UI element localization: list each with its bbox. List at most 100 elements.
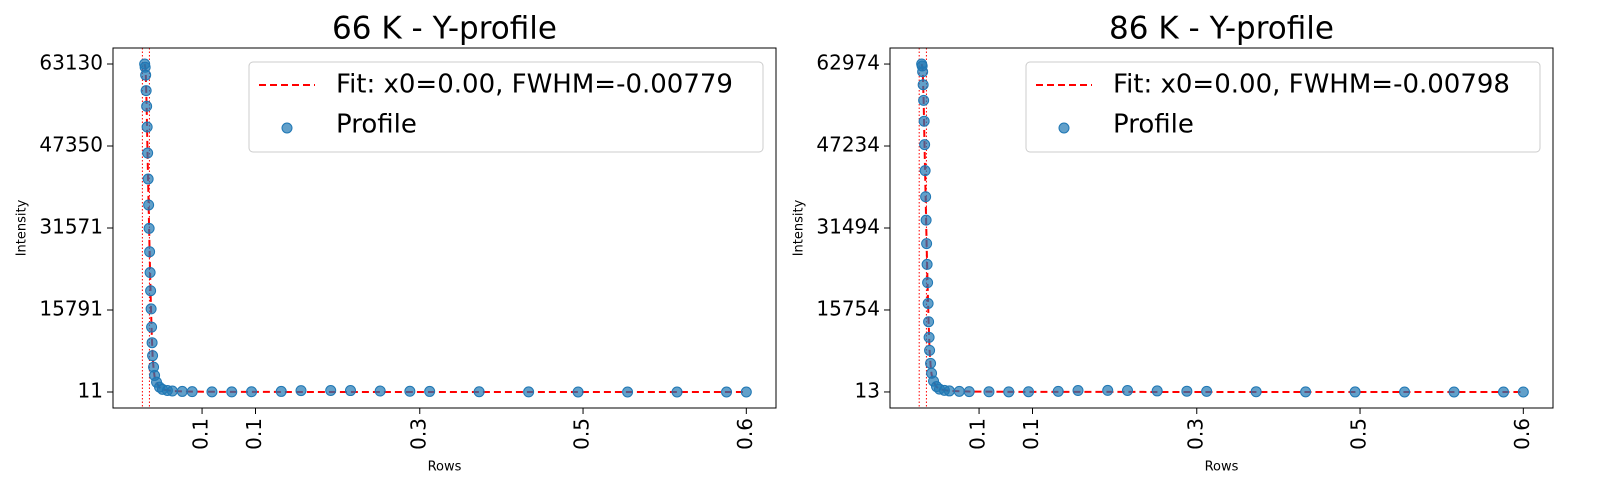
profile-point [140, 85, 152, 97]
profile-point [1072, 385, 1084, 397]
profile-point [1181, 385, 1193, 397]
y-tick-label: 31494 [816, 214, 880, 238]
x-tick-label: 0.1 [189, 418, 213, 450]
profile-point [404, 385, 416, 397]
x-tick-label: 0.6 [733, 418, 757, 450]
profile-point [1349, 386, 1361, 398]
legend-box [248, 61, 764, 153]
profile-point [206, 386, 218, 398]
profile-point [920, 214, 932, 226]
profile-point [142, 173, 154, 185]
chart-title: 86 K - Y-profile [1109, 11, 1334, 47]
profile-point [424, 385, 436, 397]
profile-point [143, 222, 155, 234]
profile-point [145, 285, 157, 297]
profile-point [141, 100, 153, 112]
profile-point [166, 385, 178, 397]
axes-frame [112, 47, 777, 409]
profile-point [983, 386, 995, 398]
y-tick-label: 63130 [39, 51, 103, 75]
x-tick-label: 0.6 [1510, 418, 1534, 450]
profile-point [922, 277, 934, 289]
profile-point [919, 165, 931, 177]
legend-marker [281, 122, 293, 134]
profile-point [325, 384, 337, 396]
profile-point [144, 246, 156, 258]
profile-point [920, 191, 932, 203]
profile-point [374, 385, 386, 397]
x-axis-label: Rows [428, 460, 462, 475]
profile-point [295, 385, 307, 397]
y-tick-label: 47350 [39, 133, 103, 157]
profile-point [740, 386, 752, 398]
profile-point [1121, 384, 1133, 396]
x-tick-label: 0.1 [1019, 418, 1043, 450]
y-tick-label: 13 [855, 378, 880, 402]
profile-point [145, 303, 157, 315]
profile-point [1052, 385, 1064, 397]
legend-box [1025, 61, 1541, 153]
profile-point [917, 66, 929, 78]
profile-point [721, 386, 733, 398]
profile-point [1448, 386, 1460, 398]
profile-point [186, 386, 198, 398]
profile-point [246, 386, 258, 398]
x-tick-label: 0.5 [1347, 418, 1371, 450]
profile-point [523, 386, 535, 398]
profile-point [953, 385, 965, 397]
profile-point [923, 316, 935, 328]
profile-point [142, 147, 154, 159]
legend-marker [1058, 122, 1070, 134]
plot-area [916, 48, 1529, 408]
y-tick-label: 31571 [39, 214, 103, 238]
profile-point [922, 297, 934, 309]
profile-point [176, 385, 188, 397]
x-tick-label: 0.1 [242, 418, 266, 450]
profile-point [1399, 386, 1411, 398]
profile-point [144, 267, 156, 279]
profile-point [1023, 386, 1035, 398]
legend-label: Profile [336, 110, 417, 140]
axes-frame [889, 47, 1554, 409]
profile-point [226, 386, 238, 398]
profile-point [918, 94, 930, 106]
legend: Fit: x0=0.00, FWHM=-0.00798 Profile [1025, 61, 1541, 153]
profile-point [923, 331, 935, 343]
profile-point [924, 344, 936, 356]
profile-point [1300, 386, 1312, 398]
y-axis-label: Intensity [792, 199, 807, 256]
x-tick-label: 0.3 [406, 418, 430, 450]
profile-point [140, 69, 152, 81]
profile-point [921, 238, 933, 250]
subplot: 86 K - Y-profile Rows Intensity 13 15754 3149… [792, 11, 1554, 475]
profile-point [671, 386, 683, 398]
legend-label: Fit: x0=0.00, FWHM=-0.00798 [1113, 70, 1510, 100]
y-tick-label: 47234 [816, 133, 880, 157]
profile-point [275, 385, 287, 397]
y-tick-label: 62974 [816, 51, 880, 75]
legend-label: Profile [1113, 110, 1194, 140]
y-tick-label: 15791 [39, 296, 103, 320]
x-axis-label: Rows [1205, 460, 1239, 475]
profile-point [918, 115, 930, 127]
x-tick-label: 0.3 [1183, 418, 1207, 450]
chart-title: 66 K - Y-profile [332, 11, 557, 47]
legend: Fit: x0=0.00, FWHM=-0.00779 Profile [248, 61, 764, 153]
y-tick-label: 15754 [816, 296, 880, 320]
profile-point [473, 386, 485, 398]
profile-point [1517, 386, 1529, 398]
profile-point [572, 386, 584, 398]
x-tick-label: 0.5 [570, 418, 594, 450]
profile-point [1102, 384, 1114, 396]
legend-label: Fit: x0=0.00, FWHM=-0.00779 [336, 70, 733, 100]
profile-point [1003, 386, 1015, 398]
x-tick-label: 0.1 [966, 418, 990, 450]
profile-point [143, 199, 155, 211]
profile-point [147, 350, 159, 362]
profile-point [963, 386, 975, 398]
profile-point [1250, 386, 1262, 398]
y-axis-label: Intensity [15, 199, 30, 256]
plot-area [139, 48, 752, 408]
